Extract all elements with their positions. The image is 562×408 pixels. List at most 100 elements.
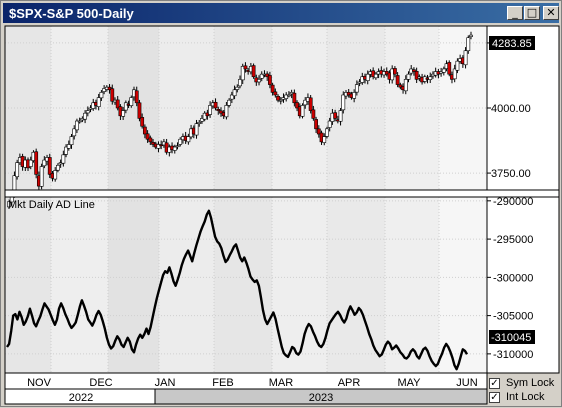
- candle: [412, 69, 416, 72]
- last-ad-badge: [489, 330, 535, 344]
- month-label: JUN: [456, 377, 477, 389]
- candle: [172, 146, 177, 151]
- price-shade-band: [159, 26, 214, 190]
- candle: [365, 73, 370, 81]
- candle: [338, 110, 343, 122]
- ad-shade-band: [327, 197, 385, 373]
- candle: [235, 86, 240, 90]
- price-axis-area: [487, 26, 559, 190]
- candle: [284, 94, 289, 99]
- candle: [175, 145, 180, 148]
- candle: [151, 142, 155, 145]
- sym-lock-label: Sym Lock: [506, 377, 555, 389]
- ad-axis-area: [487, 197, 559, 373]
- candle: [69, 136, 74, 146]
- candle: [295, 102, 299, 109]
- candle: [137, 102, 142, 119]
- candle: [115, 99, 120, 109]
- ad-shade-band: [108, 197, 159, 373]
- candle: [148, 137, 153, 143]
- candle: [270, 84, 275, 93]
- candle: [238, 79, 242, 87]
- candle: [428, 76, 433, 80]
- month-label: FEB: [212, 377, 233, 389]
- title-bar[interactable]: $SPX-S&P 500-Daily _ □ ✕: [3, 3, 559, 23]
- candle: [232, 89, 237, 97]
- candle: [406, 73, 411, 80]
- candle: [224, 105, 229, 118]
- ad-shade-band: [439, 197, 487, 373]
- candle: [466, 37, 471, 52]
- candle: [243, 65, 248, 70]
- candle: [99, 92, 104, 99]
- candle: [77, 120, 82, 123]
- candle: [75, 120, 79, 131]
- candle: [83, 112, 87, 120]
- price-tick-label: 3750.00: [491, 168, 531, 180]
- year-bar-2023: [154, 388, 488, 405]
- candle: [333, 112, 338, 119]
- close-button[interactable]: ✕: [543, 6, 559, 20]
- candle: [53, 170, 58, 180]
- candle: [66, 144, 71, 149]
- month-label: NOV: [27, 377, 52, 389]
- candle: [145, 133, 150, 140]
- candle: [259, 73, 264, 79]
- month-label: JAN: [155, 377, 176, 389]
- candle: [202, 112, 207, 120]
- candle: [455, 60, 460, 71]
- candle: [303, 99, 308, 106]
- candle: [42, 159, 47, 167]
- candle: [292, 92, 297, 104]
- price-shade-band: [385, 26, 439, 190]
- candle: [56, 164, 60, 171]
- candle: [178, 138, 183, 145]
- candle: [140, 117, 145, 127]
- candle: [276, 95, 280, 101]
- candle: [463, 50, 468, 66]
- candle: [314, 119, 318, 130]
- candle: [121, 110, 126, 117]
- window-title: $SPX-S&P 500-Daily: [9, 6, 134, 21]
- maximize-button[interactable]: □: [524, 6, 540, 20]
- candle: [308, 97, 313, 111]
- ad-shade-band: [159, 197, 214, 373]
- price-tick-label: 4000.00: [491, 103, 531, 115]
- candle: [257, 79, 261, 83]
- minimize-button[interactable]: _: [507, 6, 523, 20]
- candle: [96, 97, 101, 107]
- candle: [28, 159, 33, 167]
- candle: [251, 65, 256, 78]
- candle: [414, 70, 419, 80]
- candle: [123, 102, 128, 111]
- candle: [395, 75, 400, 85]
- candle: [197, 122, 202, 124]
- price-shade-band: [108, 26, 159, 190]
- candle: [300, 105, 305, 117]
- panel-separator: [4, 189, 560, 198]
- candle: [142, 126, 147, 135]
- month-label: APR: [338, 377, 361, 389]
- ad-line-series: [6, 209, 469, 371]
- candle: [354, 84, 359, 93]
- candle: [287, 94, 291, 97]
- year-label: 2023: [309, 392, 333, 404]
- candle: [194, 123, 199, 136]
- candle: [398, 84, 403, 88]
- candle: [102, 88, 107, 92]
- ad-shade-band: [214, 197, 272, 373]
- ad-tick-label: -310000: [493, 349, 533, 361]
- candle: [403, 79, 408, 92]
- year-label: 2022: [69, 392, 93, 404]
- ad-tick-label: -305000: [493, 311, 533, 323]
- candle: [229, 94, 234, 100]
- candle: [7, 201, 11, 208]
- ad-shade-band: [385, 197, 439, 373]
- candle: [200, 118, 204, 122]
- candle: [273, 91, 278, 96]
- sym-lock-checkbox[interactable]: ✓: [489, 378, 500, 389]
- candle: [352, 92, 357, 99]
- int-lock-label: Int Lock: [506, 391, 545, 403]
- int-lock-checkbox[interactable]: ✓: [489, 392, 500, 403]
